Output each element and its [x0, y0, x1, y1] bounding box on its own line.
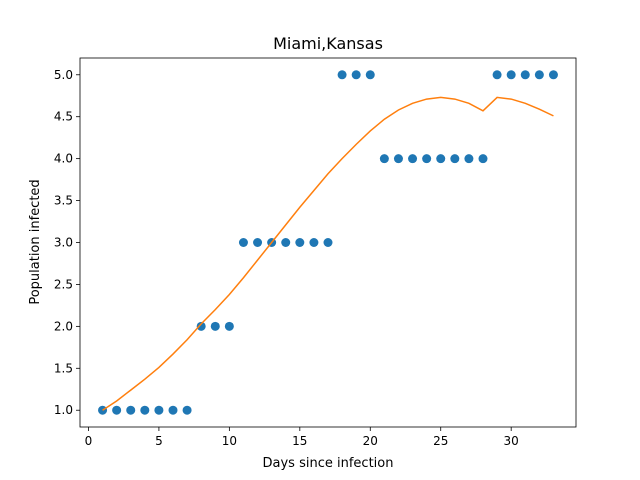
- data-point: [422, 154, 432, 164]
- data-point: [168, 405, 178, 415]
- data-point: [140, 405, 150, 415]
- data-point: [478, 154, 488, 164]
- x-tick-label: 0: [85, 434, 93, 448]
- data-point: [492, 70, 502, 80]
- data-point: [393, 154, 403, 164]
- x-tick-label: 25: [433, 434, 448, 448]
- data-point: [464, 154, 474, 164]
- data-point: [534, 70, 544, 80]
- y-tick-label: 3.5: [54, 194, 73, 208]
- data-point: [408, 154, 418, 164]
- data-point: [224, 321, 234, 331]
- chart-title: Miami,Kansas: [273, 34, 383, 53]
- plot-area: 0 5 10 15 20 25 30 1.0 1.5 2.0 2.5 3.0 3.5 4.0 4.5 5.0: [54, 57, 577, 448]
- x-tick-label: 10: [222, 434, 237, 448]
- data-point: [506, 70, 516, 80]
- data-point: [210, 321, 220, 331]
- data-point: [323, 238, 333, 247]
- x-axis-label: Days since infection: [263, 456, 394, 471]
- data-point: [337, 70, 347, 80]
- x-tick-label: 30: [504, 434, 519, 448]
- data-point: [126, 405, 136, 415]
- data-point: [238, 238, 248, 247]
- y-tick-label: 2.5: [54, 277, 73, 291]
- data-point: [281, 238, 291, 247]
- data-point: [450, 154, 460, 164]
- y-tick-label: 5.0: [54, 68, 73, 82]
- x-tick-label: 5: [155, 434, 163, 448]
- y-tick-label: 2.0: [54, 319, 73, 333]
- data-point: [309, 238, 319, 247]
- data-point: [365, 70, 375, 80]
- data-point: [520, 70, 530, 80]
- y-tick-label: 4.0: [54, 152, 73, 166]
- data-point: [182, 405, 192, 415]
- x-tick-label: 15: [292, 434, 307, 448]
- data-point: [351, 70, 361, 80]
- data-point: [295, 238, 305, 247]
- data-point: [548, 70, 558, 80]
- y-tick-label: 3.0: [54, 236, 73, 250]
- data-point: [196, 321, 206, 331]
- data-point: [112, 405, 122, 415]
- fit-line: [102, 96, 554, 411]
- y-tick-label: 4.5: [54, 110, 73, 124]
- data-point: [253, 238, 263, 247]
- data-point: [154, 405, 164, 415]
- x-tick-label: 20: [363, 434, 378, 448]
- data-point: [436, 154, 446, 164]
- y-tick-label: 1.5: [54, 361, 73, 375]
- y-axis-label: Population infected: [28, 179, 43, 304]
- y-tick-label: 1.0: [54, 403, 73, 417]
- data-point: [379, 154, 389, 164]
